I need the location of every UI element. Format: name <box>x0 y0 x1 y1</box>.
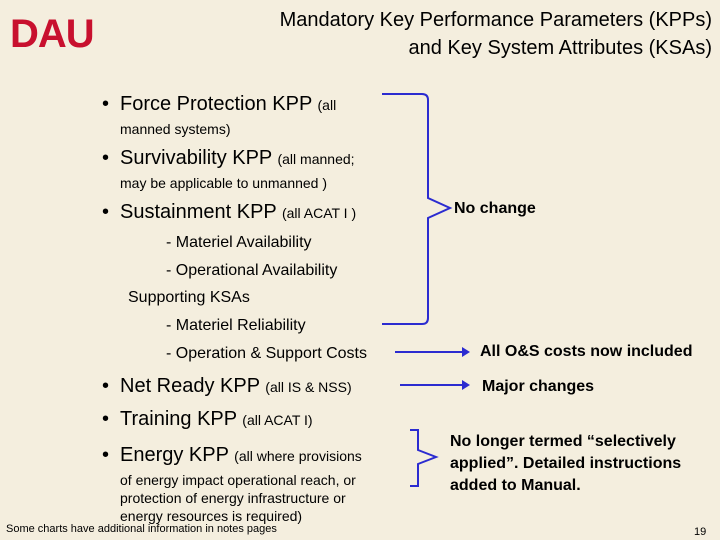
title-line-2: and Key System Attributes (KSAs) <box>408 37 712 59</box>
bullet-net-ready: • Net Ready KPP (all IS & NSS) <box>102 374 352 399</box>
bullet-qualifier: (all manned; <box>277 151 355 167</box>
bullet-dot: • <box>102 147 110 169</box>
bullet-main: Sustainment KPP <box>120 201 277 223</box>
bullet-training: • Training KPP (all ACAT I) <box>102 407 313 432</box>
energy-bracket <box>410 429 439 487</box>
energy-cont-line: energy resources is required) <box>120 508 303 524</box>
sub-item-materiel-availability: - Materiel Availability <box>166 234 312 251</box>
bullet-survivability: • Survivability KPP (all manned; <box>102 146 355 171</box>
bullet-qualifier: (all <box>317 97 337 113</box>
note-no-change: No change <box>454 200 536 217</box>
net-ready-arrowhead <box>462 380 470 390</box>
supporting-ksas-label: Supporting KSAs <box>128 289 250 306</box>
energy-cont-line: of energy impact operational reach, or <box>120 472 356 488</box>
bullet-main: Energy KPP <box>120 444 229 466</box>
bullet-dot: • <box>102 408 110 430</box>
os-arrowhead <box>462 347 470 357</box>
sub-item-materiel-reliability: - Materiel Reliability <box>166 317 306 334</box>
bullet-dot: • <box>102 93 110 115</box>
bullet-dot: • <box>102 201 110 223</box>
note-os-costs: All O&S costs now included <box>480 343 693 360</box>
bullet-qualifier: (all ACAT I ) <box>281 205 357 221</box>
note-energy-line: applied”. Detailed instructions <box>450 455 682 472</box>
bullet-continuation: manned systems) <box>120 121 231 137</box>
bullet-sustainment: • Sustainment KPP (all ACAT I ) <box>102 200 356 225</box>
sub-item-operational-availability: - Operational Availability <box>166 262 338 279</box>
dau-logo: DAU <box>8 12 108 56</box>
energy-continuation: of energy impact operational reach, or p… <box>120 471 356 525</box>
bullet-qualifier: (all ACAT I) <box>242 412 313 428</box>
bullet-main: Force Protection KPP <box>120 93 312 115</box>
bullet-continuation: may be applicable to unmanned ) <box>120 175 328 191</box>
bullet-main: Net Ready KPP <box>120 375 260 397</box>
bullet-energy: • Energy KPP (all where provisions <box>102 443 362 468</box>
page-number: 19 <box>694 526 707 538</box>
bullet-dot: • <box>102 444 110 466</box>
bullet-qualifier: (all IS & NSS) <box>265 379 352 395</box>
title-line-1: Mandatory Key Performance Parameters (KP… <box>279 9 712 31</box>
bullet-qualifier: (all where provisions <box>234 448 362 464</box>
footer-note: Some charts have additional information … <box>6 523 277 535</box>
bullet-main: Training KPP <box>120 408 237 430</box>
sustainment-bracket <box>382 93 453 325</box>
sub-item-os-costs: - Operation & Support Costs <box>166 345 367 362</box>
note-energy-line: No longer termed “selectively <box>450 433 676 450</box>
bullet-dot: • <box>102 375 110 397</box>
bullet-main: Survivability KPP <box>120 147 272 169</box>
slide-title: Mandatory Key Performance Parameters (KP… <box>152 6 712 62</box>
note-energy-line: added to Manual. <box>450 477 581 494</box>
note-major-changes: Major changes <box>482 378 595 395</box>
energy-cont-line: protection of energy infrastructure or <box>120 490 346 506</box>
bullet-force-protection: • Force Protection KPP (all <box>102 92 336 117</box>
note-energy: No longer termed “selectively applied”. … <box>450 431 681 497</box>
logo-text: DAU <box>10 12 95 56</box>
